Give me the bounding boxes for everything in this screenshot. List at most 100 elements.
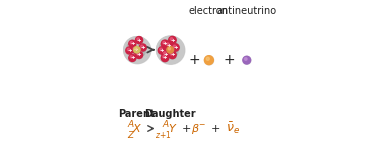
Circle shape (135, 48, 137, 50)
Circle shape (135, 39, 142, 46)
Circle shape (173, 45, 176, 48)
Circle shape (126, 47, 133, 54)
Circle shape (135, 51, 142, 58)
Circle shape (161, 40, 169, 48)
Circle shape (167, 39, 175, 46)
Circle shape (167, 44, 170, 46)
Circle shape (172, 44, 179, 51)
Text: +: + (137, 52, 141, 57)
Circle shape (133, 47, 136, 50)
Text: +: + (163, 55, 167, 60)
Circle shape (133, 43, 140, 50)
Circle shape (170, 52, 173, 55)
Circle shape (167, 39, 175, 46)
Circle shape (135, 39, 142, 46)
Circle shape (124, 37, 150, 63)
Circle shape (170, 48, 178, 56)
Circle shape (163, 50, 170, 57)
Circle shape (135, 51, 143, 59)
Text: $+$: $+$ (210, 123, 221, 134)
Circle shape (166, 42, 173, 50)
Circle shape (136, 40, 139, 42)
Circle shape (140, 45, 143, 48)
Circle shape (167, 46, 173, 53)
Text: +: + (160, 48, 165, 53)
Circle shape (169, 40, 171, 42)
Circle shape (129, 44, 131, 47)
Circle shape (170, 38, 173, 40)
Text: $Y$: $Y$ (168, 123, 177, 135)
Text: antineutrino: antineutrino (217, 6, 277, 16)
Circle shape (162, 51, 170, 58)
Text: +: + (163, 41, 167, 46)
Circle shape (158, 47, 166, 54)
Circle shape (166, 43, 169, 45)
Circle shape (161, 40, 169, 48)
Circle shape (130, 42, 133, 44)
Circle shape (129, 54, 136, 61)
Circle shape (161, 54, 169, 62)
Circle shape (166, 50, 169, 53)
Circle shape (163, 50, 170, 57)
Circle shape (129, 54, 136, 62)
Circle shape (243, 56, 251, 64)
Circle shape (134, 47, 140, 53)
Circle shape (132, 46, 139, 53)
Text: +: + (163, 52, 168, 57)
Circle shape (165, 49, 173, 57)
Text: +: + (166, 43, 171, 48)
Circle shape (167, 46, 174, 53)
Text: +: + (127, 48, 132, 53)
Text: $z{+}1$: $z{+}1$ (155, 129, 172, 140)
Text: +: + (188, 53, 200, 67)
Circle shape (139, 44, 147, 51)
Text: +: + (130, 41, 135, 46)
Circle shape (204, 56, 214, 65)
Circle shape (133, 49, 140, 57)
Text: $\beta^{-}$: $\beta^{-}$ (191, 122, 207, 135)
Circle shape (169, 51, 177, 59)
Text: electron: electron (189, 6, 229, 16)
Text: Parent: Parent (119, 109, 155, 119)
Circle shape (170, 48, 178, 56)
Circle shape (135, 44, 137, 46)
Circle shape (165, 49, 172, 56)
Circle shape (137, 53, 139, 55)
Text: +: + (170, 38, 175, 43)
Circle shape (133, 46, 140, 53)
Text: +: + (173, 45, 178, 50)
Circle shape (156, 36, 184, 63)
Circle shape (165, 42, 172, 49)
Text: $+$: $+$ (181, 123, 191, 134)
Circle shape (139, 50, 142, 52)
Circle shape (160, 43, 167, 50)
Circle shape (133, 49, 140, 56)
Text: Daughter: Daughter (144, 109, 196, 119)
Circle shape (129, 40, 136, 48)
Text: +: + (223, 53, 235, 67)
Circle shape (166, 42, 173, 50)
Circle shape (206, 57, 209, 60)
Circle shape (139, 44, 146, 51)
Text: +: + (133, 47, 138, 52)
Circle shape (161, 54, 169, 62)
Circle shape (132, 51, 134, 54)
Text: $Z$: $Z$ (126, 129, 135, 140)
Circle shape (129, 40, 136, 47)
Circle shape (130, 56, 133, 58)
Text: $X$: $X$ (132, 123, 142, 135)
Circle shape (135, 37, 143, 44)
Text: +: + (130, 55, 135, 60)
Circle shape (130, 50, 137, 57)
Circle shape (164, 52, 166, 54)
Text: $A$: $A$ (127, 118, 135, 129)
Circle shape (132, 46, 139, 54)
Circle shape (170, 42, 177, 49)
Circle shape (137, 38, 139, 40)
Circle shape (204, 56, 213, 65)
Circle shape (172, 44, 179, 51)
Circle shape (163, 41, 165, 44)
Circle shape (130, 50, 138, 57)
Circle shape (127, 48, 130, 51)
Circle shape (168, 48, 171, 50)
